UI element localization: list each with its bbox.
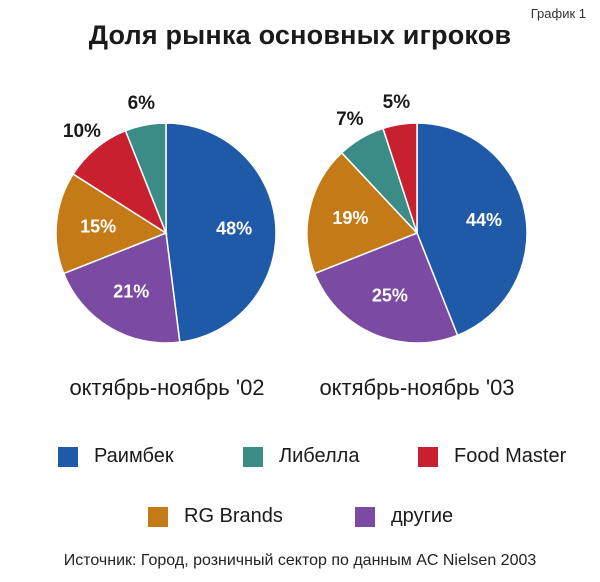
pie-label-другие: 21% xyxy=(113,282,149,302)
pie-slice-другие xyxy=(313,232,459,344)
pie-label-rg-brands: 19% xyxy=(332,208,368,228)
legend-item-rg-brands: RG Brands xyxy=(148,505,283,528)
pie-label-rg-brands: 15% xyxy=(80,217,116,237)
pie-chart-2002: 48% 21% 15% 10% 6% xyxy=(55,93,277,344)
pie-slice-другие xyxy=(62,231,181,344)
pie-label-food-master: 5% xyxy=(383,92,411,113)
chart-number-label: График 1 xyxy=(530,6,586,21)
pie-chart-2003: 44% 25% 19% 7% 5% xyxy=(306,92,528,344)
legend-item-other: другие xyxy=(355,505,453,528)
legend-item-libella: Либелла xyxy=(243,445,359,468)
legend-label: другие xyxy=(391,505,454,527)
legend-label: Раимбек xyxy=(94,445,174,467)
legend-swatch xyxy=(58,446,78,467)
pie-slice-раимбек xyxy=(165,122,277,343)
source-note: Источник: Город, розничный сектор по дан… xyxy=(63,552,537,569)
pie-label-другие: 25% xyxy=(372,286,408,306)
legend-item-raimbek: Раимбек xyxy=(58,445,174,468)
pie-label-либелла: 6% xyxy=(128,93,156,114)
legend-swatch xyxy=(243,446,263,467)
pie-slice-food-master xyxy=(382,122,418,234)
legend-swatch xyxy=(355,506,375,527)
pie-slice-либелла xyxy=(124,122,167,234)
legend-label: Либелла xyxy=(279,445,360,467)
pie-slice-rg-brands xyxy=(306,151,419,275)
pie-caption-2002: октябрь-ноябрь '02 xyxy=(69,375,265,400)
pie-label-либелла: 7% xyxy=(336,109,364,130)
legend-swatch xyxy=(148,506,168,527)
pie-slice-rg-brands xyxy=(55,173,168,275)
pie-label-food-master: 10% xyxy=(63,121,101,142)
legend-swatch xyxy=(418,446,438,467)
chart-title: Доля рынка основных игроков xyxy=(88,20,512,50)
pie-slice-раимбек xyxy=(416,122,528,337)
legend-label: Food Master xyxy=(454,445,567,467)
pie-label-раимбек: 48% xyxy=(216,219,252,239)
legend-label: RG Brands xyxy=(184,505,283,527)
pie-label-раимбек: 44% xyxy=(466,210,502,230)
pie-caption-2003: октябрь-ноябрь '03 xyxy=(319,375,515,400)
legend-item-food-master: Food Master xyxy=(418,445,566,468)
